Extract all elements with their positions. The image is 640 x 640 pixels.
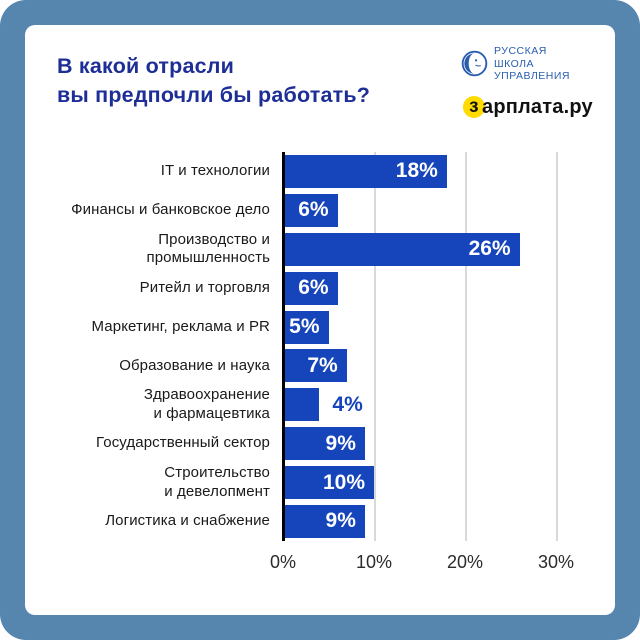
bar	[283, 388, 320, 422]
bar: 5%	[283, 310, 329, 344]
rshu-logo-text: РУССКАЯ ШКОЛА УПРАВЛЕНИЯ	[494, 45, 571, 82]
chart-row: Маркетинг, реклама и PR 5%	[25, 308, 615, 347]
bar-zone: 9%	[283, 504, 615, 538]
category-label: Ритейл и торговля	[139, 278, 270, 296]
bar: 7%	[283, 349, 347, 383]
bar: 6%	[283, 271, 338, 305]
bar-zone: 10%	[283, 466, 615, 500]
bar-value-label: 9%	[325, 509, 356, 533]
bar-zone: 5%	[283, 310, 615, 344]
bar-value-label: 4%	[332, 392, 363, 416]
zarplata-z-icon: з	[463, 96, 485, 118]
chart-row: Государственный сектор 9%	[25, 424, 615, 463]
bar-value-label: 5%	[289, 315, 320, 338]
category-label: Производство и промышленность	[146, 230, 270, 267]
y-axis-line	[282, 152, 285, 541]
bar: 18%	[283, 154, 447, 188]
bar-zone: 7%	[283, 349, 615, 383]
category-label: Здравоохранение и фармацевтика	[143, 386, 270, 422]
bar-value-label: 26%	[468, 237, 511, 261]
bar-value-label: 6%	[298, 276, 329, 300]
category-label: Маркетинг, реклама и PR	[91, 317, 270, 335]
category-label: Логистика и снабжение	[105, 512, 270, 530]
bar-value-label: 10%	[322, 470, 365, 494]
category-label: Строительство и девелопмент	[164, 464, 270, 500]
category-label: Финансы и банковское дело	[71, 201, 270, 219]
zarplata-logo: з арплата.ру	[463, 96, 593, 119]
chart-row: Строительство и девелопмент 10%	[25, 463, 615, 502]
gridline	[465, 152, 467, 541]
bar-zone: 26%	[283, 232, 615, 266]
bar-value-label: 18%	[395, 159, 438, 183]
rshu-logo: РУССКАЯ ШКОЛА УПРАВЛЕНИЯ	[461, 45, 570, 83]
bar-zone: 6%	[283, 271, 615, 305]
category-label: IT и технологии	[160, 162, 270, 180]
bar-chart: IT и технологии 18% Финансы и банковское д…	[25, 152, 615, 592]
x-tick-label: 30%	[537, 552, 575, 572]
bar-value-label: 6%	[298, 198, 329, 222]
bar-value-label: 7%	[307, 353, 338, 377]
bar: 9%	[283, 504, 365, 538]
bar: 10%	[283, 466, 374, 500]
bar-zone: 6%	[283, 193, 615, 227]
zarplata-logo-text: арплата.ру	[482, 95, 593, 118]
chart-row: Образование и наука 7%	[25, 346, 615, 385]
page-title-line2: вы предпочли бы работать?	[57, 83, 371, 107]
chart-row: Производство и промышленность 26%	[25, 230, 615, 269]
x-tick-label: 0%	[269, 552, 296, 572]
chart-row: Финансы и банковское дело 6%	[25, 191, 615, 230]
card: В какой отрасли вы предпочли бы работать…	[25, 25, 615, 615]
gridline	[556, 152, 558, 541]
page-title: В какой отрасли вы предпочли бы работать…	[57, 52, 370, 110]
bar: 26%	[283, 232, 520, 266]
chart-row: IT и технологии 18%	[25, 152, 615, 191]
category-label: Государственный сектор	[96, 434, 270, 452]
bar-zone: 4%	[283, 388, 615, 422]
category-label: Образование и наука	[119, 356, 270, 374]
bar-value-label: 9%	[325, 431, 356, 455]
gridline	[374, 152, 376, 541]
chart-row: Логистика и снабжение 9%	[25, 502, 615, 541]
x-tick-label: 20%	[446, 552, 484, 572]
bar-zone: 9%	[283, 427, 615, 461]
x-tick-label: 10%	[355, 552, 393, 572]
page-title-line1: В какой отрасли	[57, 54, 235, 78]
rshu-globe-icon	[461, 50, 488, 77]
bar: 9%	[283, 427, 365, 461]
bar-zone: 18%	[283, 154, 615, 188]
chart-row: Ритейл и торговля 6%	[25, 269, 615, 308]
bar: 6%	[283, 193, 338, 227]
logos: РУССКАЯ ШКОЛА УПРАВЛЕНИЯ з арплата.ру	[461, 45, 601, 119]
chart-row: Здравоохранение и фармацевтика 4%	[25, 385, 615, 424]
